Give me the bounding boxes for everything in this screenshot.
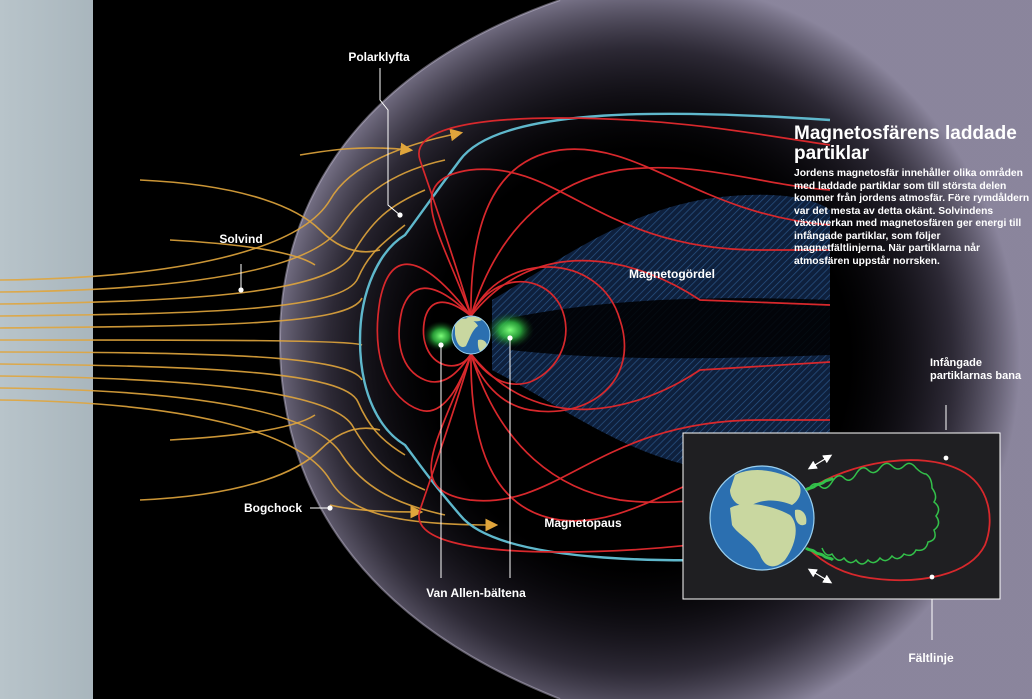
van-allen-belt-inner	[423, 321, 459, 351]
earth-icon	[451, 315, 491, 355]
label-trapped-path: Infångade partiklarnas bana	[930, 357, 1022, 382]
solar-wind-lines	[0, 128, 499, 532]
leader-dots	[238, 212, 513, 511]
inset-arrow-bottom	[807, 568, 833, 584]
van-allen-belt-outer	[486, 312, 534, 348]
info-body: Jordens magnetosfär innehåller olika omr…	[794, 168, 1030, 267]
leader-lines	[240, 68, 947, 640]
sun-panel	[0, 0, 93, 699]
label-bogchock: Bogchock	[243, 501, 302, 515]
inset-field-line	[807, 459, 991, 581]
inset-particle-path	[807, 462, 940, 565]
label-van-allen: Van Allen-bältena	[426, 586, 526, 600]
label-polarklyfta: Polarklyfta	[348, 50, 410, 64]
label-magnetogordel: Magnetogördel	[629, 267, 715, 281]
inset-arrow-top	[807, 454, 833, 470]
trapped-particle-inset	[682, 432, 1001, 600]
label-faltlinje: Fältlinje	[908, 651, 954, 665]
info-title: Magnetosfärens laddade partiklar	[794, 123, 1017, 164]
label-solvind: Solvind	[219, 232, 263, 246]
magnetopause-boundary	[358, 112, 831, 562]
label-magnetopaus: Magnetopaus	[544, 516, 622, 530]
